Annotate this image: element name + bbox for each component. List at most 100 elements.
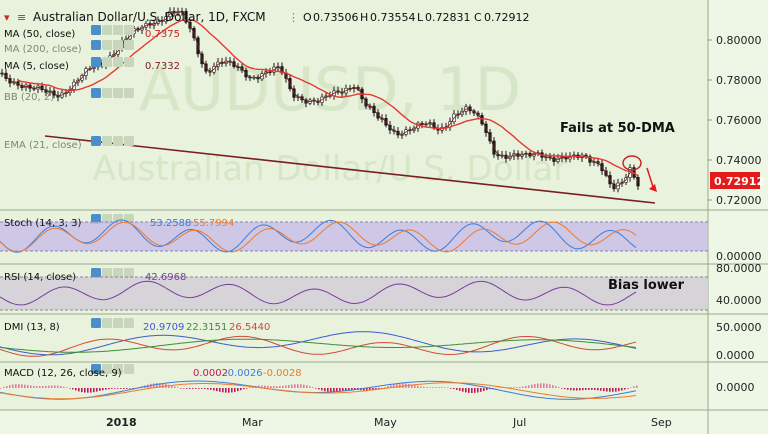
macd-histogram-bar (120, 388, 122, 389)
symbol-title[interactable]: Australian Dollar/U.S. Dollar, 1D, FXCM (33, 10, 266, 24)
rsi-line (0, 280, 637, 306)
stoch-axis-tick: 0.00000 (716, 250, 762, 263)
watermark-symbol: AUDUSD, 1D (139, 55, 521, 125)
macd-histogram-bar (195, 388, 197, 389)
macd-histogram-bar (435, 387, 437, 388)
legend-buttons (91, 25, 134, 374)
macd-histogram-bar (237, 388, 239, 392)
more-icon[interactable] (124, 318, 134, 328)
macd-histogram-bar (612, 388, 614, 392)
eye-icon[interactable] (91, 214, 101, 224)
macd-histogram-bar (519, 386, 521, 388)
macd-histogram-bar (159, 383, 161, 388)
macd-histogram-bar (522, 386, 524, 388)
price-tick-074: 0.74000 (716, 154, 762, 167)
dmi-adx-value: 22.3151 (186, 322, 227, 333)
macd-histogram-bar (552, 385, 554, 388)
macd-histogram-bar (57, 385, 59, 388)
gear-icon[interactable] (102, 25, 112, 35)
eye-icon[interactable] (91, 57, 101, 67)
macd-histogram-bar (303, 384, 305, 388)
gear-icon[interactable] (102, 57, 112, 67)
macd-histogram-bar (585, 388, 587, 390)
gear-icon[interactable] (102, 40, 112, 50)
macd-value: -0.0026 (224, 368, 263, 379)
macd-histogram-bar (174, 386, 176, 388)
plus-icon[interactable] (113, 136, 123, 146)
macd-histogram-bar (450, 388, 452, 389)
eye-icon[interactable] (91, 88, 101, 98)
macd-histogram-bar (264, 385, 266, 388)
macd-histogram-bar (189, 388, 191, 389)
macd-histogram-bar (213, 388, 215, 391)
support-trendline[interactable] (44, 135, 656, 204)
macd-histogram-bar (240, 388, 242, 391)
collapse-arrow-icon[interactable]: ▾ (4, 11, 10, 24)
more-icon[interactable] (124, 57, 134, 67)
more-icon[interactable] (124, 40, 134, 50)
gear-icon[interactable] (102, 136, 112, 146)
macd-histogram-bar (396, 383, 398, 388)
macd-histogram-bar (33, 385, 35, 388)
dmi-axis-bottom: 0.0000 (716, 349, 755, 362)
time-tick-mar: Mar (242, 416, 263, 429)
plus-icon[interactable] (113, 268, 123, 278)
macd-histogram-bar (153, 383, 155, 388)
more-icon[interactable] (124, 136, 134, 146)
macd-histogram-bar (102, 388, 104, 391)
gear-icon[interactable] (102, 214, 112, 224)
plus-icon[interactable] (113, 364, 123, 374)
plus-icon[interactable] (113, 40, 123, 50)
macd-histogram-bar (171, 385, 173, 388)
macd-histogram-bar (51, 385, 53, 388)
gear-icon[interactable] (102, 88, 112, 98)
macd-histogram-bar (330, 388, 332, 392)
macd-histogram-bar (465, 388, 467, 393)
more-icon[interactable] (124, 88, 134, 98)
time-tick-sep: Sep (651, 416, 672, 429)
plus-icon[interactable] (113, 88, 123, 98)
macd-histogram-bar (513, 387, 515, 388)
macd-histogram-bar (468, 388, 470, 393)
gear-icon[interactable] (102, 268, 112, 278)
macd-histogram-bar (48, 385, 50, 388)
plus-icon[interactable] (113, 25, 123, 35)
gear-icon[interactable] (102, 318, 112, 328)
macd-histogram-bar (444, 387, 446, 388)
macd-histogram-bar (285, 385, 287, 388)
dmi-minus-value: 26.5440 (229, 322, 270, 333)
more-icon[interactable] (124, 268, 134, 278)
dmi-legend: DMI (13, 8) (4, 322, 60, 333)
macd-histogram-bar (399, 383, 401, 388)
settings-dots-icon[interactable]: ⋮ (288, 11, 299, 24)
down-arrow-icon (649, 184, 657, 192)
rejection-circle (622, 155, 642, 171)
more-icon[interactable] (124, 25, 134, 35)
macd-histogram-bar (36, 386, 38, 388)
ma50-legend-value: 0.7375 (145, 29, 180, 40)
macd-histogram-bar (90, 388, 92, 393)
plus-icon[interactable] (113, 57, 123, 67)
plus-icon[interactable] (113, 318, 123, 328)
macd-histogram-bar (369, 388, 371, 391)
macd-histogram-bar (531, 384, 533, 388)
eye-icon[interactable] (91, 136, 101, 146)
macd-histogram-bar (516, 387, 518, 388)
macd-histogram-bar (480, 388, 482, 392)
ohlc-low-value: 0.72831 (425, 11, 471, 24)
eye-icon[interactable] (91, 364, 101, 374)
more-icon[interactable] (124, 364, 134, 374)
stats-icon[interactable]: ≡ (17, 11, 26, 24)
eye-icon[interactable] (91, 25, 101, 35)
eye-icon[interactable] (91, 268, 101, 278)
macd-histogram-bar (129, 388, 131, 389)
price-tick-078: 0.78000 (716, 74, 762, 87)
macd-histogram-bar (570, 388, 572, 391)
eye-icon[interactable] (91, 318, 101, 328)
gear-icon[interactable] (102, 364, 112, 374)
eye-icon[interactable] (91, 40, 101, 50)
macd-histogram-bar (483, 388, 485, 391)
macd-histogram-bar (537, 383, 539, 388)
macd-histogram-bar (45, 385, 47, 388)
